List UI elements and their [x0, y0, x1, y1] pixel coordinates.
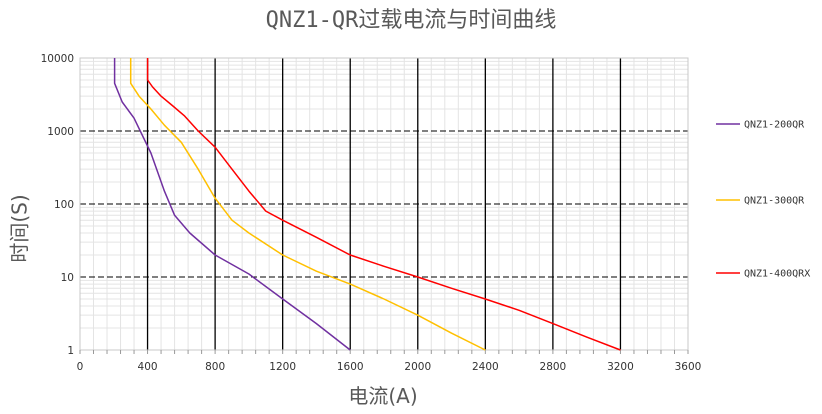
legend-label: QNZ1-300QR: [744, 196, 805, 207]
y-tick-label: 1: [67, 345, 74, 357]
legend-label: QNZ1-400QRX: [744, 269, 810, 280]
x-tick-label: 3200: [607, 361, 634, 373]
x-tick-label: 0: [77, 361, 84, 373]
series-line-1: [113, 58, 351, 351]
legend-label: QNZ1-200QR: [744, 120, 805, 131]
x-tick-label: 800: [205, 361, 225, 373]
chart-title: QNZ1-QR过载电流与时间曲线: [265, 8, 557, 33]
series-line-3: [146, 58, 621, 351]
x-tick-label: 3600: [675, 361, 702, 373]
plot-frame: [79, 57, 689, 351]
x-axis-label: 电流(A): [348, 384, 418, 408]
y-tick-label: 10000: [41, 53, 74, 65]
series-line-2: [129, 58, 486, 351]
y-tick-label: 10: [61, 272, 74, 284]
x-tick-label: 2800: [540, 361, 567, 373]
x-tick-label: 400: [138, 361, 158, 373]
x-tick-label: 1200: [269, 361, 296, 373]
y-tick-label: 1000: [47, 126, 74, 138]
x-tick-label: 2400: [472, 361, 499, 373]
y-tick-label: 100: [54, 199, 74, 211]
x-tick-label: 2000: [404, 361, 431, 373]
x-tick-label: 1600: [337, 361, 364, 373]
